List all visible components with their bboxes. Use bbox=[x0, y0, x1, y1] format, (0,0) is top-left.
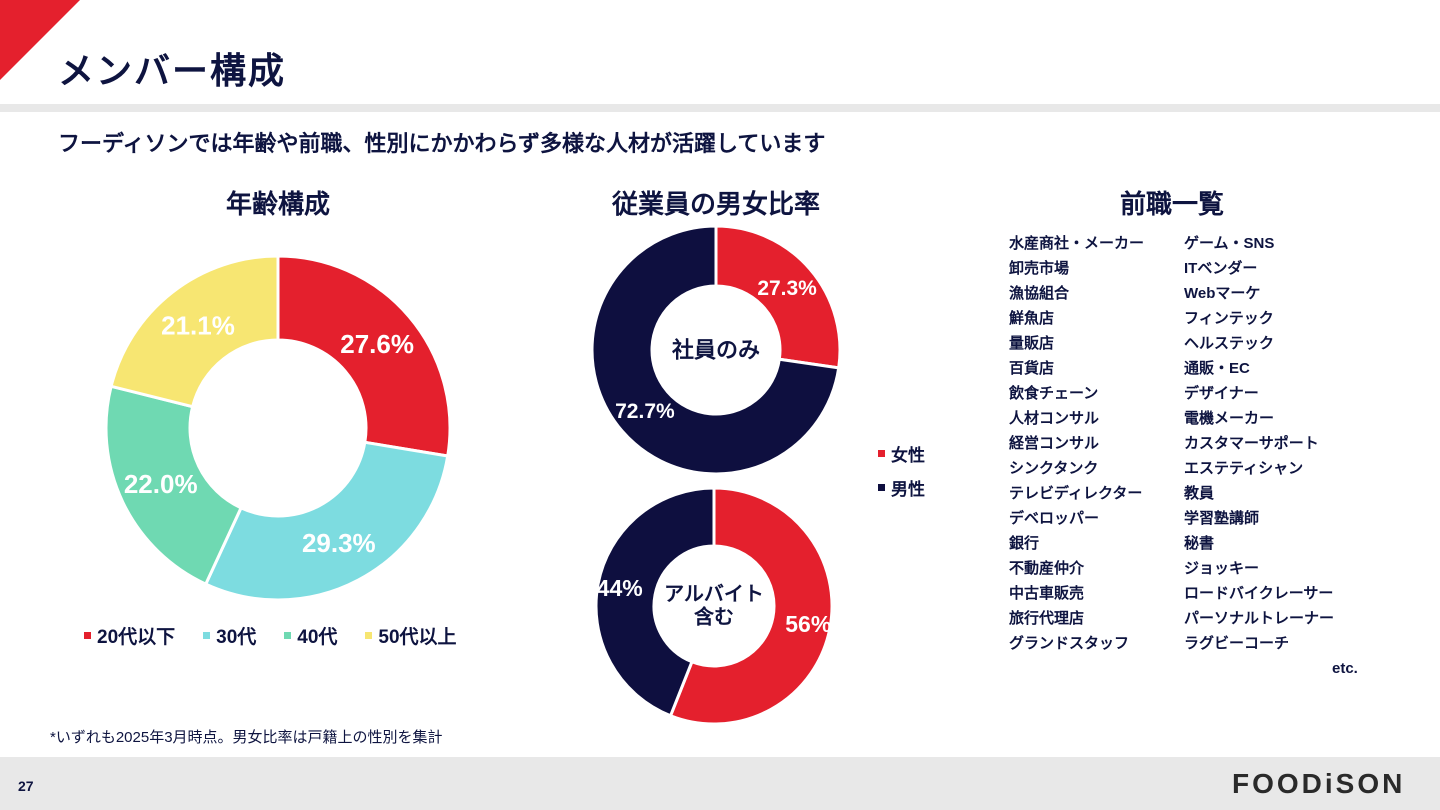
jobs-list-column-1: 水産商社・メーカー 卸売市場漁協組合鮮魚店量販店百貨店飲食チェーン 人材コンサル 経営… bbox=[1009, 234, 1144, 659]
legend-swatch bbox=[203, 632, 211, 639]
legend-item-20代以下: 20代以下 bbox=[84, 622, 175, 649]
job-item: 電機メーカー bbox=[1184, 410, 1275, 427]
legend-label: 30代 bbox=[216, 627, 257, 648]
title-divider bbox=[0, 104, 1440, 112]
job-item: 旅行代理店 bbox=[1009, 610, 1085, 627]
center-label: 社員のみ bbox=[672, 338, 760, 363]
job-item: 通販・EC bbox=[1184, 360, 1250, 377]
legend-label-male: 男性 bbox=[891, 479, 925, 499]
jobs-list-column-2: ゲーム・SNS ITベンダー Webマーケ フィンテック ヘルステック 通販・EC デザイナ… bbox=[1184, 234, 1334, 659]
job-item: 人材コンサル bbox=[1009, 410, 1100, 427]
legend-item-50代以上: 50代以上 bbox=[365, 622, 457, 649]
foodison-logo: FOODiSON bbox=[1232, 768, 1406, 799]
center-label: 含む bbox=[694, 605, 734, 629]
legend-item-male: 男性 bbox=[878, 470, 925, 504]
job-item: 量販店 bbox=[1009, 335, 1055, 352]
jobs-title: 前職一覧 bbox=[1119, 189, 1224, 219]
footer-bar bbox=[0, 757, 1440, 810]
female-swatch bbox=[878, 449, 885, 457]
job-item: ジョッキー bbox=[1184, 560, 1260, 577]
age-chart-title: 年齢構成 bbox=[225, 189, 330, 219]
job-item: フィンテック bbox=[1184, 310, 1274, 327]
data-label-女性: 56% bbox=[785, 611, 831, 637]
legend-label-female: 女性 bbox=[891, 445, 925, 465]
job-item: 不動産仲介 bbox=[1009, 560, 1085, 577]
job-item: 鮮魚店 bbox=[1009, 310, 1055, 327]
data-label-50代以上: 21.1% bbox=[161, 311, 235, 341]
gender-donut-employees: 27.3% 72.7% 社員のみ bbox=[590, 224, 842, 476]
slice-50代以上 bbox=[109, 254, 280, 409]
job-item: パーソナルトレーナー bbox=[1184, 610, 1335, 627]
slice-女性 bbox=[668, 486, 834, 726]
data-label-20代以下: 27.6% bbox=[340, 329, 414, 359]
job-item: エステティシャン bbox=[1184, 460, 1304, 477]
male-swatch bbox=[878, 483, 885, 491]
center-label: アルバイト bbox=[664, 583, 764, 606]
job-item: デザイナー bbox=[1184, 385, 1259, 402]
data-label-30代: 29.3% bbox=[302, 528, 376, 558]
job-item: 百貨店 bbox=[1009, 360, 1055, 377]
data-label-40代: 22.0% bbox=[124, 469, 198, 499]
job-item: ヘルステック bbox=[1184, 335, 1275, 352]
job-item: ITベンダー bbox=[1184, 260, 1258, 277]
job-item: 秘書 bbox=[1184, 535, 1215, 552]
job-item: 中古車販売 bbox=[1009, 585, 1085, 602]
slice-20代以下 bbox=[276, 254, 452, 458]
page-number: 27 bbox=[18, 778, 34, 794]
job-item: 水産商社・メーカー bbox=[1009, 235, 1145, 252]
gender-chart-title: 従業員の男女比率 bbox=[611, 189, 820, 219]
job-item: デベロッパー bbox=[1009, 510, 1100, 527]
legend-item-40代: 40代 bbox=[284, 622, 337, 649]
job-item: シンクタンク bbox=[1009, 460, 1099, 477]
job-item: Webマーケ bbox=[1184, 285, 1261, 302]
job-item: 飲食チェーン bbox=[1009, 385, 1099, 402]
legend-item-female: 女性 bbox=[878, 436, 925, 470]
page-title: メンバー構成 bbox=[58, 50, 287, 91]
job-item: ロードバイクレーサー bbox=[1184, 585, 1334, 602]
legend-swatch bbox=[365, 632, 373, 639]
job-item: 銀行 bbox=[1009, 535, 1040, 552]
job-item: 教員 bbox=[1184, 485, 1215, 502]
legend-label: 40代 bbox=[297, 627, 338, 648]
footnote: *いずれも2025年3月時点。男女比率は戸籍上の性別を集計 bbox=[50, 729, 443, 746]
age-legend: 20代以下 30代 40代 50代以上 bbox=[84, 622, 485, 649]
job-item: カスタマーサポート bbox=[1184, 435, 1319, 452]
job-item: 卸売市場 bbox=[1009, 260, 1070, 277]
data-label-女性: 27.3% bbox=[757, 277, 817, 300]
age-donut-chart: 27.6% 29.3% 22.0% 21.1% bbox=[104, 254, 452, 602]
corner-accent bbox=[0, 0, 80, 80]
slice-男性 bbox=[594, 486, 716, 718]
legend-swatch bbox=[84, 632, 91, 639]
job-item: グランドスタッフ bbox=[1009, 635, 1130, 652]
gender-legend: 女性 男性 bbox=[878, 436, 925, 504]
slice-男性 bbox=[590, 224, 841, 476]
jobs-etc: etc. bbox=[1332, 660, 1358, 677]
slice-40代 bbox=[104, 384, 244, 587]
legend-label: 20代以下 bbox=[97, 627, 176, 648]
job-item: ラグビーコーチ bbox=[1184, 635, 1290, 652]
job-item: 漁協組合 bbox=[1009, 285, 1070, 302]
legend-swatch bbox=[284, 632, 292, 639]
page-subtitle: フーディソンでは年齢や前職、性別にかかわらず多様な人材が活躍しています bbox=[58, 131, 826, 156]
job-item: テレビディレクター bbox=[1009, 485, 1143, 502]
slice-30代 bbox=[203, 440, 450, 602]
data-label-男性: 44% bbox=[597, 575, 643, 601]
legend-item-30代: 30代 bbox=[203, 622, 256, 649]
legend-label: 50代以上 bbox=[378, 627, 457, 648]
job-item: 学習塾講師 bbox=[1184, 510, 1260, 527]
data-label-男性: 72.7% bbox=[615, 400, 675, 423]
job-item: 経営コンサル bbox=[1009, 435, 1100, 452]
slice-女性 bbox=[714, 224, 842, 370]
job-item: ゲーム・SNS bbox=[1184, 235, 1275, 252]
